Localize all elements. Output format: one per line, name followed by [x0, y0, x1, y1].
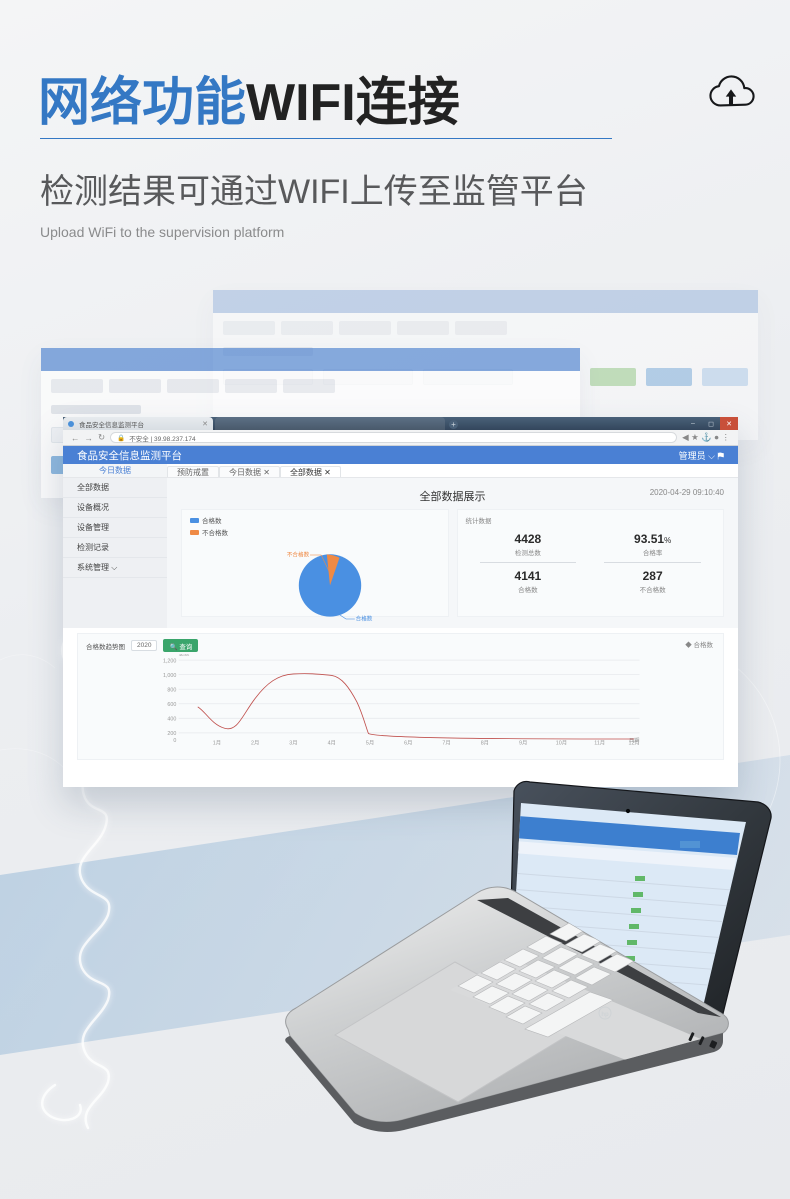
- svg-text:11月: 11月: [594, 739, 605, 746]
- svg-text:2月: 2月: [251, 739, 259, 746]
- svg-text:1,200: 1,200: [163, 658, 176, 664]
- svg-text:9月: 9月: [519, 739, 527, 746]
- svg-text:4月: 4月: [328, 739, 336, 746]
- svg-text:3月: 3月: [289, 739, 297, 746]
- svg-text:600: 600: [167, 702, 176, 708]
- svg-text:8月: 8月: [481, 739, 489, 746]
- svg-text:400: 400: [167, 717, 176, 723]
- svg-text:合格数: 合格数: [355, 615, 372, 623]
- svg-text:200: 200: [167, 731, 176, 737]
- svg-text:总数: 总数: [179, 654, 190, 658]
- svg-text:5月: 5月: [366, 739, 374, 746]
- svg-text:800: 800: [167, 688, 176, 694]
- svg-text:10月: 10月: [556, 739, 567, 746]
- svg-text:6月: 6月: [404, 739, 412, 746]
- svg-text:hp: hp: [601, 1012, 609, 1018]
- svg-text:7月: 7月: [442, 739, 450, 746]
- svg-text:不合格数: 不合格数: [287, 551, 310, 559]
- svg-text:1月: 1月: [213, 739, 221, 746]
- svg-text:0: 0: [173, 738, 176, 744]
- svg-text:1,000: 1,000: [163, 673, 176, 679]
- svg-text:日期: 日期: [629, 737, 640, 744]
